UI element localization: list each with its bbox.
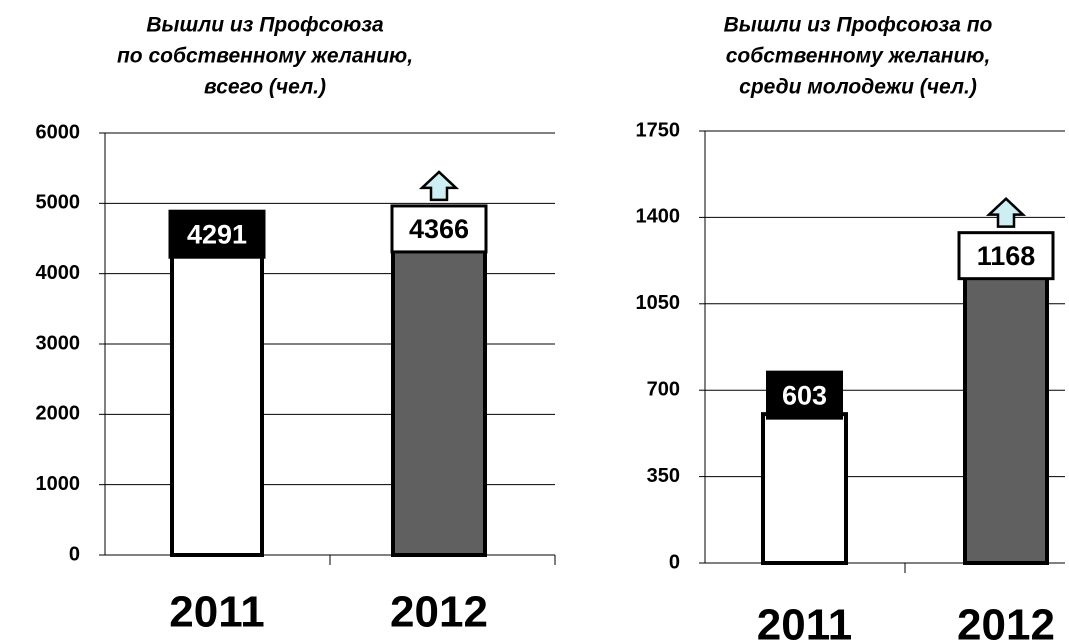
data-label-box — [168, 209, 266, 259]
y-tick-label: 5000 — [36, 192, 81, 214]
bar — [761, 412, 848, 565]
up-arrow — [985, 196, 1027, 228]
data-label-box — [390, 204, 488, 254]
data-label: 4291 — [187, 219, 247, 249]
y-tick-label: 4000 — [36, 262, 81, 284]
y-tick-label: 0 — [69, 543, 80, 565]
chart-title: Вышли из Профсоюза по — [724, 14, 993, 37]
y-tick-label: 350 — [647, 465, 680, 487]
x-tick-label: 2011 — [169, 588, 264, 637]
chart-title: Вышли из Профсоюза — [146, 14, 384, 37]
up-arrow — [418, 170, 460, 202]
chart-title: среди молодежи (чел.) — [739, 76, 977, 99]
y-tick-label: 1750 — [636, 119, 681, 141]
y-tick-label: 3000 — [36, 332, 81, 354]
x-tick-label: 2012 — [957, 601, 1055, 644]
x-tick-label: 2011 — [757, 601, 852, 644]
data-label-box — [766, 370, 843, 420]
data-label: 4366 — [409, 214, 469, 244]
y-tick-label: 1000 — [36, 473, 81, 495]
y-tick-label: 2000 — [36, 403, 81, 425]
y-tick-label: 1400 — [636, 206, 681, 228]
y-tick-label: 6000 — [36, 121, 81, 143]
x-tick-label: 2012 — [390, 588, 488, 637]
y-tick-label: 1050 — [636, 292, 681, 314]
data-label: 1168 — [977, 241, 1036, 271]
bar — [391, 245, 487, 558]
data-label-box — [957, 231, 1055, 281]
data-label: 603 — [782, 380, 827, 410]
bar — [963, 272, 1049, 565]
chart-title: собственному желанию, — [726, 45, 991, 68]
y-tick-label: 700 — [647, 378, 680, 400]
chart-title: по собственному желанию, — [117, 45, 413, 68]
bar — [170, 251, 264, 557]
chart-title: всего (чел.) — [204, 76, 326, 99]
y-tick-label: 0 — [669, 551, 680, 573]
